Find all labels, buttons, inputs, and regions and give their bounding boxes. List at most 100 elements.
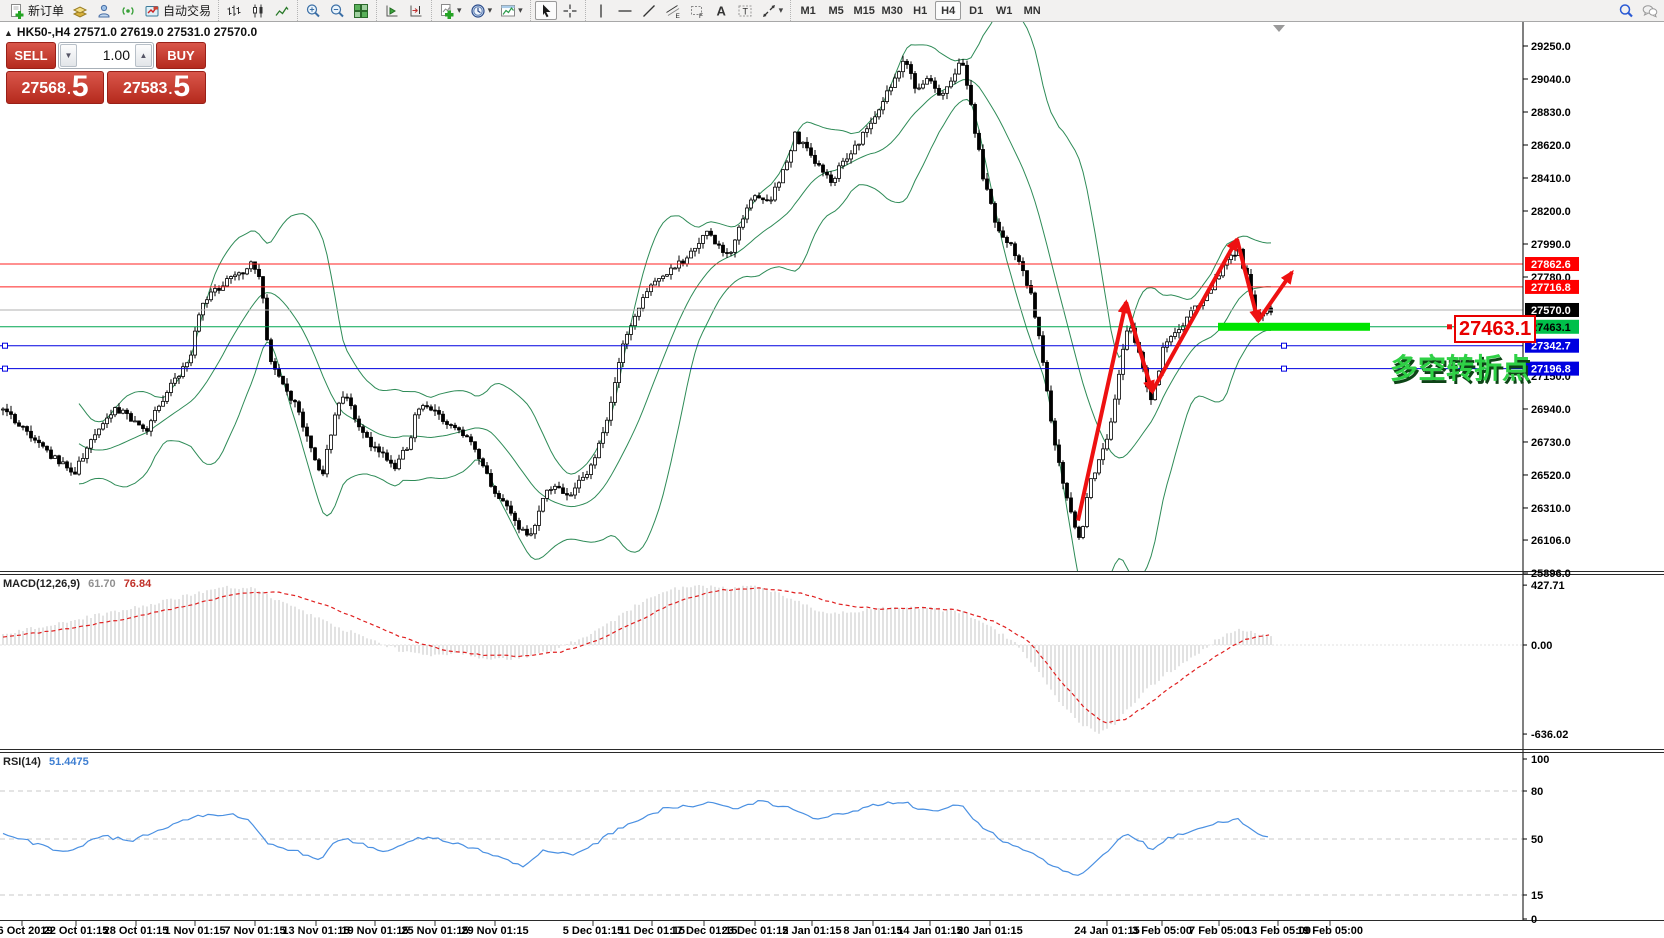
search-button[interactable] (1615, 1, 1637, 20)
trendline-button[interactable] (638, 1, 660, 20)
crosshair-button[interactable] (559, 1, 581, 20)
macd-signal-value: 76.84 (123, 578, 152, 590)
axis-tick-label: 26106.0 (1531, 535, 1571, 547)
time-tick-label: 13 Feb 05:00 (1245, 925, 1311, 937)
tile-windows-button[interactable] (350, 1, 372, 20)
time-tick-label: 13 Nov 01:15 (282, 925, 349, 937)
bar-chart-button[interactable] (223, 1, 245, 20)
timeframe-d1-button[interactable]: D1 (969, 4, 984, 17)
template-icon (501, 4, 516, 16)
profiles-button[interactable] (93, 1, 115, 20)
market-watch-button[interactable] (69, 1, 91, 20)
add-indicator-button[interactable]: ▾ (436, 1, 465, 20)
template-button[interactable]: ▾ (497, 1, 526, 20)
svg-text:E: E (675, 13, 680, 19)
volume-decrease-button[interactable]: ▼ (60, 44, 77, 67)
auto-scroll-icon (386, 5, 398, 16)
chevron-down-icon: ▾ (457, 5, 462, 15)
horizontal-line-button[interactable] (614, 1, 636, 20)
timeframe-mn-button[interactable]: MN (1023, 4, 1041, 17)
volume-value[interactable]: 1.00 (102, 47, 130, 63)
time-tick-label: 29 Nov 01:15 (461, 925, 528, 937)
arrows-icon (762, 4, 775, 17)
cursor-button[interactable] (534, 1, 557, 20)
sell-price-button[interactable]: 27568. 5 (6, 71, 104, 104)
axis-tick-label: 26730.0 (1531, 437, 1571, 449)
line-handle[interactable] (1281, 365, 1287, 372)
collapse-panel-icon[interactable]: ▲ (4, 28, 13, 38)
axis-tick-label: 0 (1531, 914, 1537, 926)
signal-icon (122, 6, 134, 15)
trend-zigzag-arrows[interactable] (1076, 236, 1294, 521)
candlestick-chart-icon (253, 4, 263, 17)
signals-button[interactable] (117, 1, 139, 20)
price-callout-label[interactable]: 27463.1 (1454, 315, 1537, 343)
channel-button[interactable]: F (686, 1, 708, 20)
axis-tick-label: 27463.1 (1531, 322, 1571, 334)
label-button[interactable]: T (734, 1, 756, 20)
support-highlight-bar[interactable] (1218, 322, 1370, 331)
line-handle[interactable] (1281, 342, 1287, 349)
toolbar: 新订单 自动交易 ▾ ▾ ▾ E F A T ▾ M1 M5 M15 M30 H1 H4 D1 W1 MN (0, 0, 1664, 22)
fibonacci-button[interactable]: E (662, 1, 684, 20)
autotrade-button[interactable]: 自动交易 (141, 1, 214, 20)
rsi-line (2, 800, 1269, 876)
price-axis[interactable]: 29250.0 29040.0 28830.0 28620.0 28410.0 28200… (1523, 41, 1579, 926)
chart-shift-button[interactable] (405, 1, 427, 20)
timeframe-m5-button[interactable]: M5 (828, 4, 844, 17)
time-tick-label: 1 Nov 01:15 (164, 925, 225, 937)
sell-button[interactable]: SELL (6, 42, 56, 69)
axis-tick-label: 27196.8 (1531, 364, 1571, 376)
new-order-button[interactable]: 新订单 (6, 1, 67, 20)
text-button[interactable]: A (710, 1, 732, 20)
callout-handle[interactable] (1447, 324, 1452, 330)
timeframe-h4-button[interactable]: H4 (935, 1, 962, 20)
vertical-line-button[interactable] (590, 1, 612, 20)
timeframe-m15-button[interactable]: M15 (853, 4, 875, 17)
svg-text:T: T (742, 6, 748, 16)
rsi-pane (0, 790, 1523, 896)
timeframe-w1-button[interactable]: W1 (995, 4, 1013, 17)
price-tag (1525, 319, 1579, 334)
zoom-out-button[interactable] (326, 1, 348, 20)
axis-tick-label: -636.02 (1531, 729, 1568, 741)
timeframe-group: M1 M5 M15 M30 H1 H4 D1 W1 MN (790, 0, 1049, 21)
candlestick-chart-button[interactable] (247, 1, 269, 20)
axis-tick-label: 26940.0 (1531, 404, 1571, 416)
timeframe-h1-button[interactable]: H1 (913, 4, 928, 17)
axis-tick-label: 28410.0 (1531, 173, 1571, 185)
time-tick-label: 5 Dec 01:15 (563, 925, 624, 937)
line-handle[interactable] (2, 342, 8, 349)
axis-tick-label: 29250.0 (1531, 41, 1571, 53)
buy-price-button[interactable]: 27583. 5 (107, 71, 206, 104)
market-watch-icon (72, 5, 88, 18)
volume-stepper: ▼ 1.00 ▲ (58, 42, 154, 69)
chart-shift-marker[interactable] (1273, 25, 1285, 32)
buy-price-main: 27583 (122, 80, 168, 97)
arrows-button[interactable]: ▾ (758, 1, 787, 20)
chat-button[interactable] (1639, 1, 1661, 20)
time-tick-label: 7 Feb 05:00 (1189, 925, 1249, 937)
time-tick-label: 22 Oct 01:15 (44, 925, 109, 937)
axis-tick-label: 28200.0 (1531, 206, 1571, 218)
clock-icon (470, 3, 485, 18)
zoom-in-button[interactable] (302, 1, 324, 20)
axis-tick-label: 100 (1531, 754, 1549, 766)
axis-tick-label: 50 (1531, 834, 1543, 846)
timeframe-m30-button[interactable]: M30 (881, 4, 903, 17)
period-selector-button[interactable]: ▾ (467, 1, 496, 20)
auto-scroll-button[interactable] (381, 1, 403, 20)
time-tick-label: 17 Dec 01:15 (671, 925, 738, 937)
buy-button[interactable]: BUY (156, 42, 206, 69)
turning-point-annotation[interactable]: 多空转折点 (1390, 353, 1531, 384)
line-chart-button[interactable] (271, 1, 293, 20)
volume-increase-button[interactable]: ▲ (135, 44, 152, 67)
time-tick-label: 3 Feb 05:00 (1132, 925, 1192, 937)
axis-tick-label: 29040.0 (1531, 74, 1571, 86)
line-handle[interactable] (2, 365, 8, 372)
chart-shift-icon (410, 5, 422, 16)
timeframe-m1-button[interactable]: M1 (800, 4, 816, 17)
chat-icon (1642, 4, 1658, 18)
